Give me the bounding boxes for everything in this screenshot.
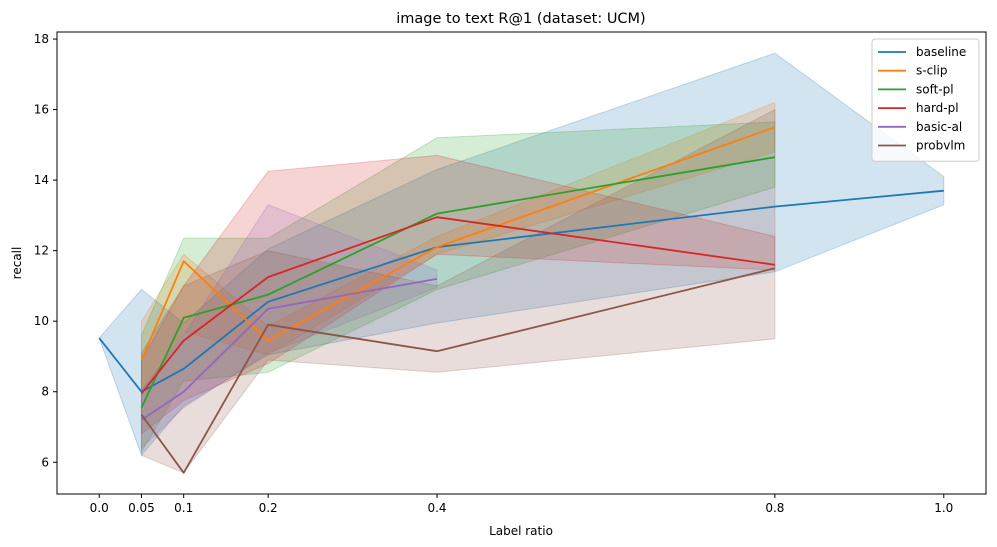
chart-title: image to text R@1 (dataset: UCM): [396, 11, 645, 27]
series-lines: [98, 126, 944, 474]
legend-label-baseline: baseline: [916, 45, 966, 59]
legend-label-soft-pl: soft-pl: [916, 82, 954, 96]
x-tick-label: 0.4: [427, 501, 446, 515]
x-tick-label: 0.1: [174, 501, 193, 515]
legend-label-basic-al: basic-al: [916, 120, 962, 134]
y-axis-ticks: 6 8 10 12 14 16 18: [34, 32, 57, 469]
x-tick-label: 1.0: [934, 501, 953, 515]
y-axis-label: recall: [10, 247, 24, 280]
legend: baseline s-clip soft-pl hard-pl basic-al prob…: [871, 38, 980, 162]
line-soft-pl: [140, 156, 776, 408]
line-baseline: [98, 189, 944, 393]
y-tick-label: 10: [34, 314, 49, 328]
legend-label-probvlm: probvlm: [916, 139, 965, 153]
y-tick-label: 8: [41, 385, 49, 399]
x-tick-label: 0.2: [259, 501, 278, 515]
x-axis-label: Label ratio: [489, 524, 553, 538]
line-probvlm: [140, 267, 776, 474]
line-basic-al: [140, 278, 438, 421]
x-axis-ticks: 0.0 0.05 0.1 0.2 0.4 0.8 1.0: [90, 494, 953, 515]
legend-box: [871, 38, 980, 162]
band-probvlm: [141, 108, 776, 474]
x-tick-label: 0.05: [128, 501, 155, 515]
legend-label-hard-pl: hard-pl: [916, 101, 959, 115]
x-tick-label: 0.8: [765, 501, 784, 515]
band-soft-pl: [141, 121, 776, 454]
y-tick-label: 16: [34, 103, 49, 117]
y-tick-label: 6: [41, 455, 49, 469]
y-tick-label: 14: [34, 173, 49, 187]
line-s-clip: [140, 126, 776, 361]
plot-frame: [56, 31, 987, 495]
y-tick-label: 18: [34, 32, 49, 46]
line-hard-pl: [140, 216, 776, 395]
y-tick-label: 12: [34, 244, 49, 258]
x-tick-label: 0.0: [90, 501, 109, 515]
legend-label-s-clip: s-clip: [916, 64, 947, 78]
